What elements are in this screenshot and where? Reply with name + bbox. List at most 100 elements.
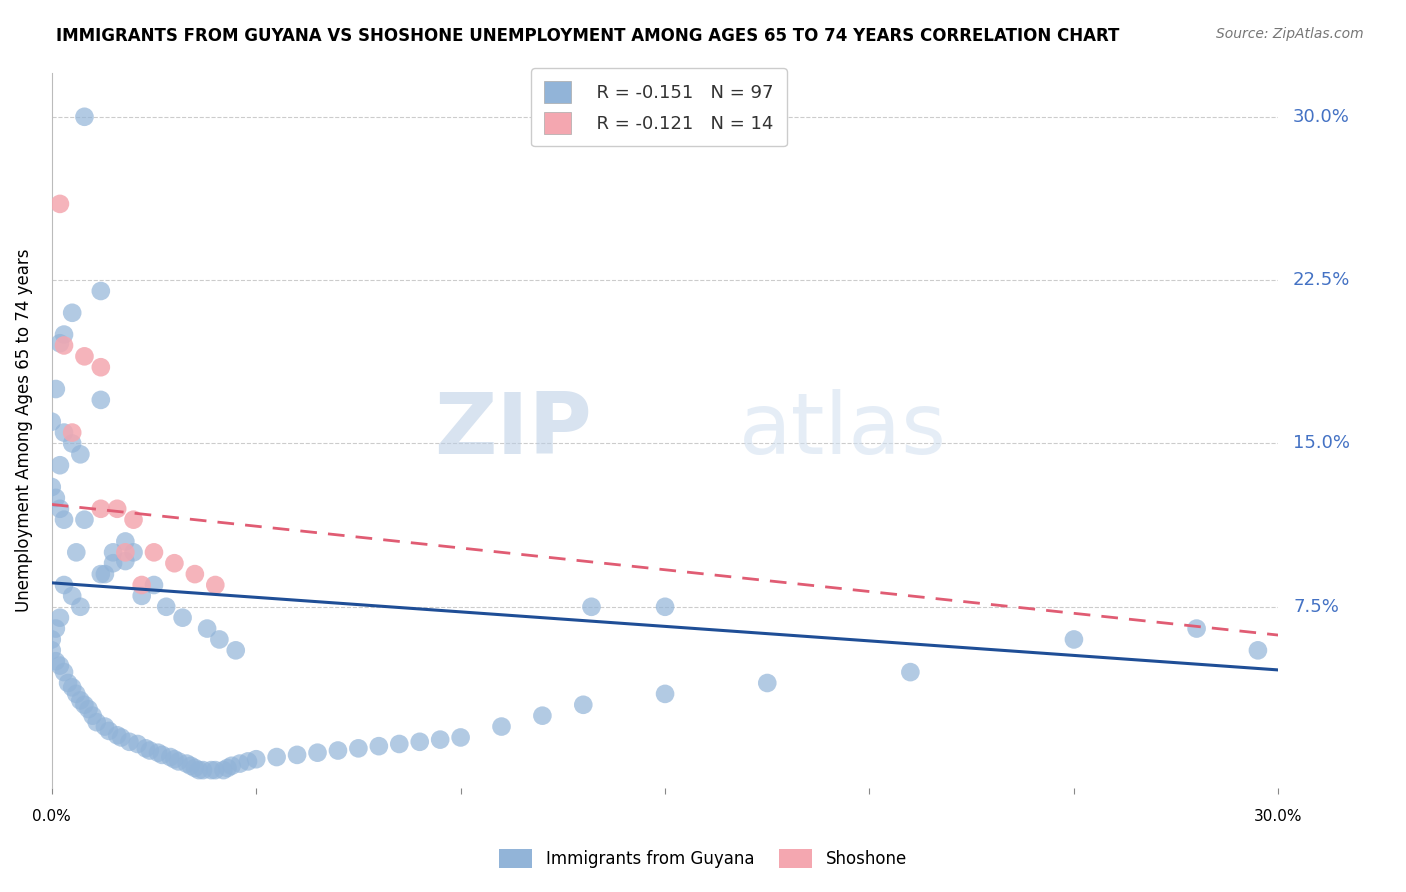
- Point: [49, 501, 72, 516]
- Point: [139, 743, 162, 757]
- Point: [45, 622, 67, 636]
- Point: [1063, 632, 1085, 647]
- Point: [187, 763, 209, 777]
- Point: [60, 589, 83, 603]
- Point: [90, 284, 112, 298]
- Point: [122, 545, 145, 559]
- Point: [531, 708, 554, 723]
- Point: [131, 589, 153, 603]
- Point: [110, 731, 132, 745]
- Point: [756, 676, 779, 690]
- Point: [114, 545, 136, 559]
- Point: [49, 610, 72, 624]
- Point: [49, 658, 72, 673]
- Point: [53, 338, 76, 352]
- Legend:   R = -0.151   N = 97,   R = -0.121   N = 14: R = -0.151 N = 97, R = -0.121 N = 14: [531, 68, 786, 146]
- Point: [307, 746, 329, 760]
- Point: [73, 349, 96, 363]
- Point: [60, 306, 83, 320]
- Text: 7.5%: 7.5%: [1294, 598, 1339, 615]
- Point: [367, 739, 389, 754]
- Point: [45, 654, 67, 668]
- Point: [654, 687, 676, 701]
- Point: [53, 327, 76, 342]
- Point: [73, 513, 96, 527]
- Point: [90, 567, 112, 582]
- Point: [208, 632, 231, 647]
- Point: [143, 578, 166, 592]
- Point: [1185, 622, 1208, 636]
- Point: [41, 632, 63, 647]
- Point: [127, 737, 149, 751]
- Point: [184, 761, 207, 775]
- Point: [163, 556, 186, 570]
- Point: [82, 708, 104, 723]
- Point: [159, 750, 181, 764]
- Point: [204, 578, 226, 592]
- Point: [45, 491, 67, 505]
- Text: ZIP: ZIP: [433, 389, 592, 472]
- Point: [191, 763, 214, 777]
- Point: [429, 732, 451, 747]
- Text: 30.0%: 30.0%: [1294, 108, 1350, 126]
- Point: [180, 758, 202, 772]
- Point: [60, 425, 83, 440]
- Point: [101, 556, 124, 570]
- Point: [86, 715, 108, 730]
- Point: [53, 425, 76, 440]
- Point: [155, 599, 177, 614]
- Point: [450, 731, 472, 745]
- Point: [150, 747, 173, 762]
- Point: [347, 741, 370, 756]
- Point: [41, 643, 63, 657]
- Point: [105, 501, 128, 516]
- Point: [236, 755, 259, 769]
- Text: 30.0%: 30.0%: [1254, 809, 1302, 824]
- Point: [898, 665, 921, 679]
- Point: [204, 763, 226, 777]
- Point: [94, 720, 117, 734]
- Point: [266, 750, 288, 764]
- Point: [90, 501, 112, 516]
- Point: [49, 336, 72, 351]
- Point: [41, 480, 63, 494]
- Text: IMMIGRANTS FROM GUYANA VS SHOSHONE UNEMPLOYMENT AMONG AGES 65 TO 74 YEARS CORREL: IMMIGRANTS FROM GUYANA VS SHOSHONE UNEMP…: [56, 27, 1119, 45]
- Point: [49, 197, 72, 211]
- Point: [60, 436, 83, 450]
- Point: [572, 698, 595, 712]
- Point: [212, 763, 235, 777]
- Point: [94, 567, 117, 582]
- Point: [56, 676, 79, 690]
- Point: [69, 599, 91, 614]
- Point: [53, 665, 76, 679]
- Text: 0.0%: 0.0%: [32, 809, 72, 824]
- Point: [114, 534, 136, 549]
- Point: [135, 741, 157, 756]
- Point: [581, 599, 603, 614]
- Point: [53, 578, 76, 592]
- Point: [285, 747, 308, 762]
- Point: [184, 567, 207, 582]
- Point: [90, 392, 112, 407]
- Text: 15.0%: 15.0%: [1294, 434, 1350, 452]
- Point: [491, 720, 513, 734]
- Point: [73, 110, 96, 124]
- Point: [229, 756, 252, 771]
- Point: [176, 756, 198, 771]
- Point: [69, 447, 91, 461]
- Point: [1247, 643, 1270, 657]
- Point: [73, 698, 96, 712]
- Point: [65, 687, 87, 701]
- Point: [69, 693, 91, 707]
- Point: [60, 681, 83, 695]
- Point: [221, 758, 243, 772]
- Point: [118, 735, 141, 749]
- Point: [654, 599, 676, 614]
- Point: [90, 360, 112, 375]
- Point: [172, 610, 194, 624]
- Point: [146, 746, 169, 760]
- Point: [65, 545, 87, 559]
- Point: [101, 545, 124, 559]
- Point: [143, 545, 166, 559]
- Point: [98, 723, 121, 738]
